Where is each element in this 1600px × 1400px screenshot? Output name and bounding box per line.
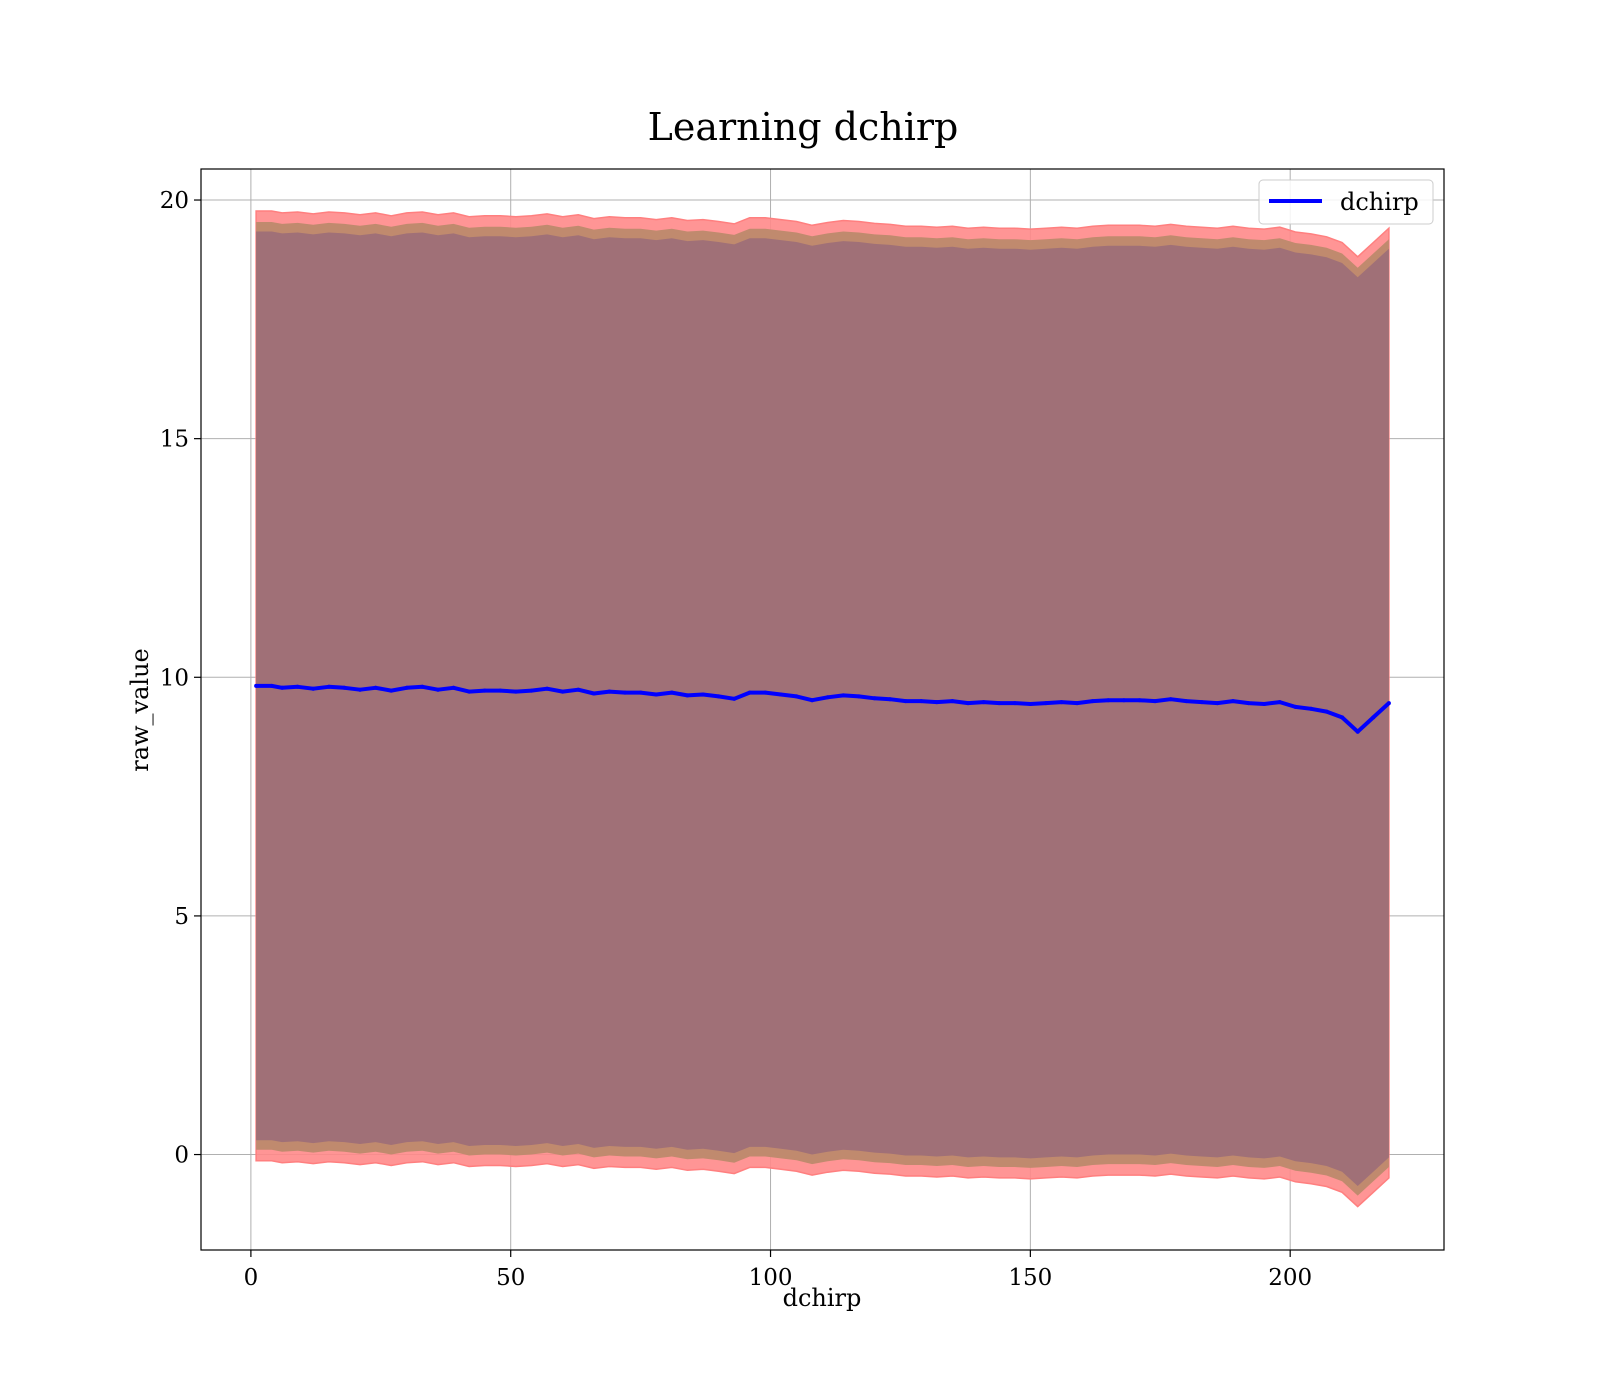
data-point <box>1106 698 1111 703</box>
data-point <box>342 685 347 690</box>
data-point <box>888 697 893 702</box>
data-point <box>1215 701 1220 706</box>
data-point <box>404 685 409 690</box>
data-point <box>545 686 550 691</box>
series-lines <box>254 683 1391 734</box>
data-point <box>467 689 472 694</box>
series-line-dchirp <box>256 683 1391 734</box>
data-point <box>825 695 830 700</box>
data-point <box>254 683 259 688</box>
legend-box <box>1258 179 1434 225</box>
data-point <box>1386 701 1391 706</box>
data-point <box>1028 702 1033 706</box>
data-point <box>513 689 518 694</box>
plot-frame <box>200 168 1445 1251</box>
x-tick-label: 200 <box>1268 1265 1312 1291</box>
data-point <box>669 690 674 695</box>
data-point <box>326 684 331 689</box>
data-point <box>1168 697 1173 702</box>
data-point <box>358 687 362 692</box>
data-point <box>1324 709 1329 714</box>
data-point <box>1012 701 1017 706</box>
legend-label: dchirp <box>1340 188 1419 216</box>
data-point <box>498 688 503 693</box>
data-point <box>903 699 908 704</box>
data-point <box>1293 704 1298 709</box>
data-point <box>763 690 768 695</box>
data-point <box>1309 706 1313 711</box>
data-point <box>1277 700 1282 705</box>
data-point <box>389 688 394 693</box>
data-point <box>856 694 861 699</box>
data-point <box>1121 698 1126 703</box>
data-point <box>1371 715 1376 720</box>
data-point <box>560 689 565 694</box>
data-point <box>794 694 799 699</box>
y-tick-label: 15 <box>160 427 189 453</box>
x-tick-label: 50 <box>496 1265 525 1291</box>
data-point <box>950 699 955 704</box>
data-point <box>872 696 877 701</box>
data-point <box>778 692 783 697</box>
data-point <box>420 684 425 689</box>
data-point <box>1184 699 1189 704</box>
x-tick-label: 100 <box>749 1265 793 1291</box>
data-point <box>841 693 846 698</box>
data-point <box>1043 701 1048 706</box>
data-point <box>701 692 705 697</box>
legend: dchirp <box>1258 179 1434 225</box>
inner-band <box>256 231 1389 1186</box>
data-point <box>482 688 487 693</box>
data-point <box>654 692 659 697</box>
data-point <box>997 701 1002 706</box>
data-point <box>1153 699 1158 704</box>
x-tick-label: 150 <box>1008 1265 1052 1291</box>
data-point <box>280 685 285 690</box>
y-axis-ticks: 0 5 10 15 20 <box>160 188 201 1169</box>
y-tick-label: 0 <box>174 1143 189 1169</box>
data-point <box>1340 715 1345 720</box>
data-point <box>451 685 456 690</box>
data-point <box>919 699 924 704</box>
y-axis-label: raw_value <box>126 648 154 772</box>
data-point <box>732 696 737 701</box>
y-tick-label: 10 <box>160 665 189 691</box>
data-point <box>529 688 534 693</box>
data-point <box>607 689 612 694</box>
x-axis-label: dchirp <box>783 1284 862 1312</box>
y-tick-label: 20 <box>160 188 189 214</box>
data-point <box>1246 701 1251 706</box>
data-point <box>1075 701 1080 706</box>
data-point <box>1199 700 1204 705</box>
data-point <box>576 687 581 692</box>
data-point <box>1137 698 1142 703</box>
confidence-bands <box>255 210 1390 1208</box>
data-point <box>934 700 939 705</box>
data-point <box>638 690 643 695</box>
x-axis-ticks: 0 50 100 150 200 <box>244 1250 1312 1291</box>
data-point <box>1059 700 1064 705</box>
data-point <box>685 693 690 698</box>
chart-title: Learning dchirp <box>648 105 959 149</box>
data-point <box>716 694 721 699</box>
data-point <box>591 691 596 696</box>
y-tick-label: 5 <box>174 904 189 930</box>
data-point <box>436 687 440 692</box>
data-point <box>295 684 300 689</box>
data-point <box>966 701 970 706</box>
data-point <box>747 690 752 695</box>
x-tick-label: 0 <box>244 1265 259 1291</box>
data-point <box>1355 729 1360 734</box>
data-point <box>623 690 627 695</box>
data-point <box>311 686 316 691</box>
data-point <box>1090 699 1095 704</box>
data-point <box>269 683 274 688</box>
data-point <box>981 700 986 705</box>
data-point <box>373 685 378 690</box>
data-point <box>1231 699 1235 704</box>
data-point <box>1262 702 1267 706</box>
data-point <box>810 698 815 703</box>
